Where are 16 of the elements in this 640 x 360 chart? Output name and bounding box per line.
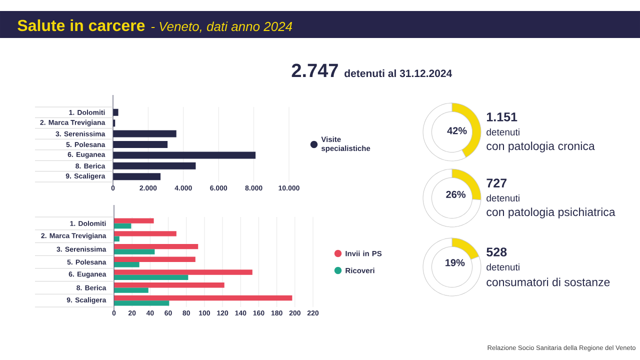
text: con patologia cronica bbox=[486, 142, 595, 152]
text: con patologia psichiatrica bbox=[486, 208, 616, 218]
chart-title: Salute in carcere bbox=[18, 19, 145, 32]
text: detenuti al 31.12.2024 bbox=[344, 69, 452, 78]
data-label: 26% bbox=[446, 190, 466, 198]
data-label: 42% bbox=[447, 127, 467, 134]
text: 2.747 bbox=[292, 64, 338, 77]
text: 727 bbox=[486, 178, 506, 188]
text: detenuti bbox=[486, 264, 520, 270]
text: 528 bbox=[486, 248, 507, 256]
text: detenuti bbox=[486, 128, 520, 136]
chart-subtitle: - Veneto, dati anno 2024 bbox=[151, 22, 292, 33]
data-label: 19% bbox=[446, 259, 465, 266]
text: 1.151 bbox=[486, 112, 518, 122]
text: consumatori di sostanze bbox=[486, 278, 610, 286]
text: detenuti bbox=[486, 194, 520, 202]
